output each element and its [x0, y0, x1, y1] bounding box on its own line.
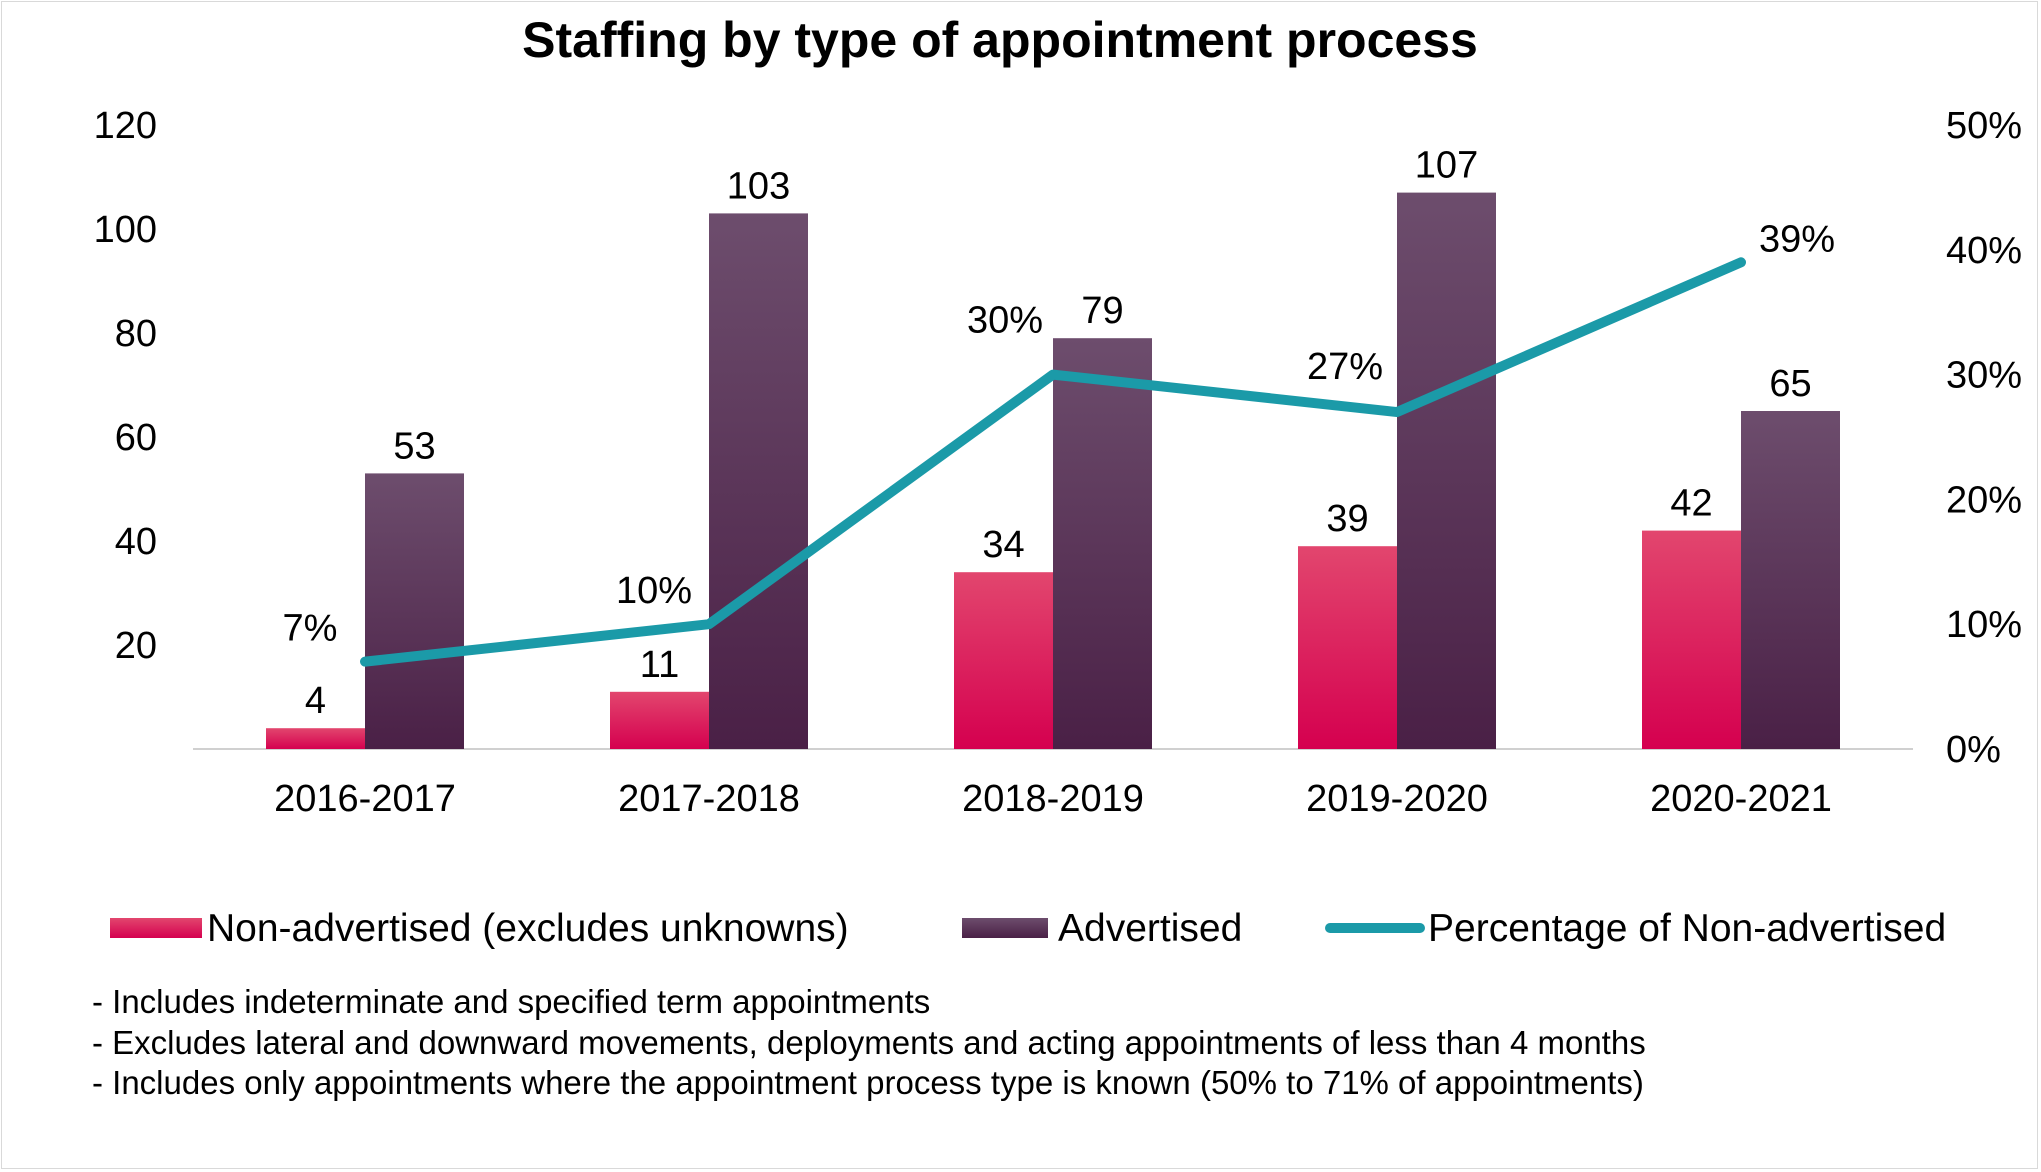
footnote-1: - Includes indeterminate and specified t… [92, 983, 930, 1020]
y2-tick-label: 0% [1946, 729, 2001, 771]
y-axis-right: 0% 10% 20% 30% 40% 50% [1946, 105, 2022, 771]
footnote-3: - Includes only appointments where the a… [92, 1064, 1644, 1101]
x-tick-label: 2020-2021 [1650, 778, 1832, 820]
y-axis-left: 20 40 60 80 100 120 [94, 105, 157, 667]
data-label-percentage: 10% [616, 570, 692, 612]
y-tick-label: 60 [115, 417, 157, 459]
bar-non-advertised [610, 691, 709, 749]
data-label-non-advertised: 4 [305, 680, 326, 722]
data-label-advertised: 53 [393, 425, 435, 467]
y-tick-label: 80 [115, 313, 157, 355]
x-axis-ticks: 2016-2017 2017-2018 2018-2019 2019-2020 2020… [274, 778, 1832, 820]
data-label-non-advertised: 42 [1670, 483, 1712, 525]
footnote-2: - Excludes lateral and downward movement… [92, 1024, 1646, 1061]
y-tick-label: 100 [94, 209, 157, 251]
bar-non-advertised [954, 572, 1053, 749]
data-label-non-advertised: 11 [640, 644, 679, 686]
data-label-advertised: 65 [1769, 363, 1811, 405]
bar-advertised [365, 473, 464, 749]
data-label-advertised: 103 [727, 165, 790, 207]
legend-swatch-advertised [962, 918, 1048, 938]
bar-advertised [1397, 192, 1496, 750]
footnotes: - Includes indeterminate and specified t… [92, 983, 1646, 1101]
y2-tick-label: 10% [1946, 604, 2022, 646]
y2-tick-label: 30% [1946, 355, 2022, 397]
x-tick-label: 2018-2019 [962, 778, 1144, 820]
x-tick-label: 2016-2017 [274, 778, 456, 820]
y2-tick-label: 40% [1946, 230, 2022, 272]
bar-advertised [1741, 411, 1840, 749]
y-tick-label: 20 [115, 625, 157, 667]
bar-non-advertised [266, 728, 365, 749]
bar-non-advertised [1298, 546, 1397, 749]
data-label-percentage: 39% [1759, 218, 1835, 260]
legend-swatch-non-advertised [110, 918, 202, 938]
data-label-non-advertised: 39 [1326, 498, 1368, 540]
legend-label-advertised: Advertised [1058, 907, 1242, 950]
data-label-percentage: 27% [1307, 346, 1383, 388]
data-label-advertised: 79 [1081, 290, 1123, 332]
y2-tick-label: 50% [1946, 105, 2022, 147]
data-label-percentage: 7% [283, 608, 338, 650]
data-label-non-advertised: 34 [982, 524, 1024, 566]
legend: Non-advertised (excludes unknowns) Adver… [110, 907, 1946, 950]
chart-title: Staffing by type of appointment process [522, 12, 1478, 68]
y2-tick-label: 20% [1946, 479, 2022, 521]
bar-non-advertised [1642, 530, 1741, 749]
x-tick-label: 2019-2020 [1306, 778, 1488, 820]
data-label-percentage: 30% [967, 300, 1043, 342]
y-tick-label: 120 [94, 105, 157, 147]
bar-advertised [1053, 338, 1152, 749]
legend-label-percentage: Percentage of Non-advertised [1428, 907, 1946, 950]
bar-advertised [709, 213, 808, 749]
bars: 4 53 11 103 34 79 39 107 42 65 [266, 145, 1840, 750]
y-tick-label: 40 [115, 521, 157, 563]
x-tick-label: 2017-2018 [618, 778, 800, 820]
percentage-line-series: 7% 10% 30% 27% 39% [283, 218, 1835, 667]
data-label-advertised: 107 [1415, 145, 1478, 187]
legend-label-non-advertised: Non-advertised (excludes unknowns) [207, 907, 849, 950]
